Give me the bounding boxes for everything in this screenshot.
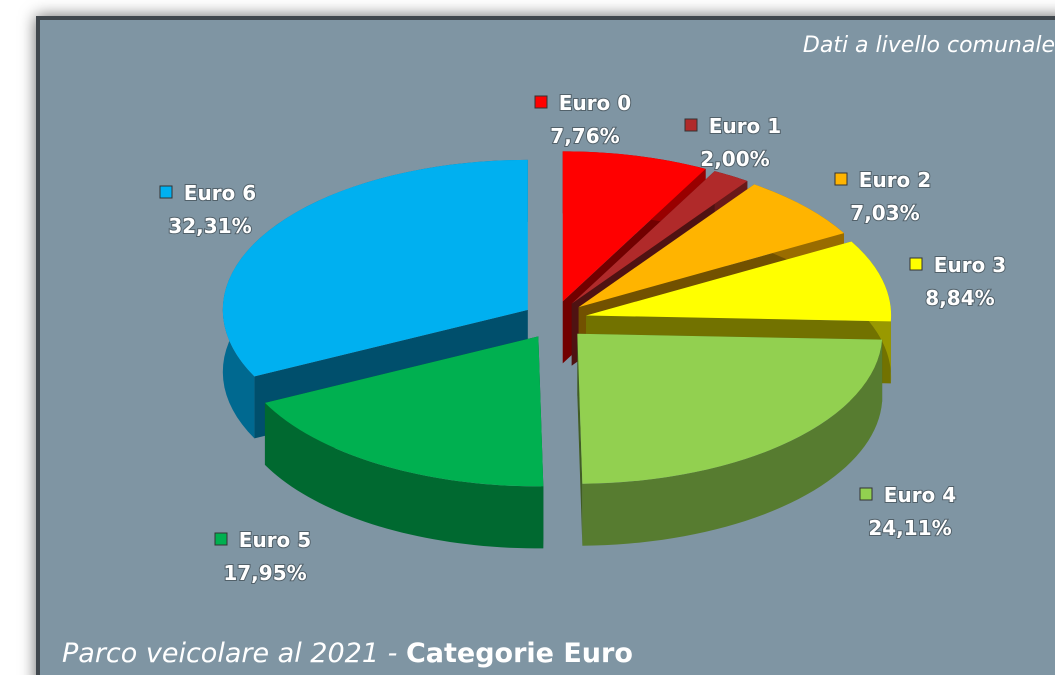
legend-swatch bbox=[684, 118, 698, 132]
slice-wall bbox=[577, 333, 583, 546]
value-label: 7,76% bbox=[550, 124, 619, 148]
slice bbox=[586, 241, 892, 322]
category-label: Euro 1 bbox=[709, 114, 781, 138]
slice bbox=[264, 336, 544, 487]
slice bbox=[571, 171, 748, 304]
annotation: Dati a livello comunale bbox=[803, 33, 1055, 58]
slice bbox=[222, 159, 528, 377]
title-part: Categorie Euro bbox=[406, 638, 633, 669]
value-label: 32,31% bbox=[168, 214, 251, 238]
legend-swatch bbox=[534, 95, 548, 109]
title-part: Parco veicolare al 2021 - bbox=[62, 638, 397, 669]
panel bbox=[36, 16, 1055, 679]
legend-swatch bbox=[159, 185, 173, 199]
category-label: Euro 5 bbox=[239, 528, 311, 552]
value-label: 8,84% bbox=[925, 286, 994, 310]
slice bbox=[562, 151, 706, 302]
legend-swatch bbox=[214, 532, 228, 546]
value-label: 24,11% bbox=[868, 516, 951, 540]
legend-swatch bbox=[859, 487, 873, 501]
chart-title: Parco veicolare al 2021 - Categorie Euro bbox=[62, 638, 633, 669]
category-label: Euro 2 bbox=[859, 168, 931, 192]
slice bbox=[578, 184, 845, 308]
category-label: Euro 3 bbox=[934, 253, 1006, 277]
slice-side bbox=[264, 402, 544, 549]
slice-side bbox=[582, 339, 883, 546]
legend-swatch bbox=[834, 172, 848, 186]
value-label: 17,95% bbox=[223, 561, 306, 585]
value-label: 7,03% bbox=[850, 201, 919, 225]
slice bbox=[577, 333, 883, 484]
category-label: Euro 6 bbox=[184, 181, 256, 205]
legend-swatch bbox=[909, 257, 923, 271]
value-label: 2,00% bbox=[700, 147, 769, 171]
category-label: Euro 4 bbox=[884, 483, 956, 507]
category-label: Euro 0 bbox=[559, 91, 631, 115]
